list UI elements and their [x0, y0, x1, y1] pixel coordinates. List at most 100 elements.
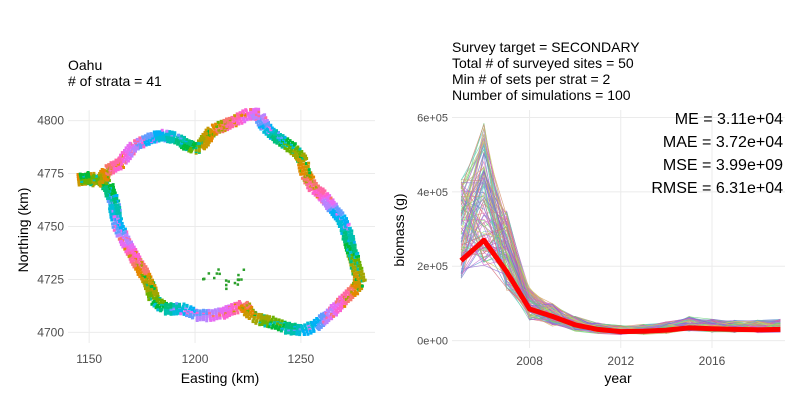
strata-cell: [275, 322, 279, 326]
strata-cell: [267, 320, 270, 324]
strata-cell: [356, 274, 360, 278]
strata-cell: [266, 322, 270, 326]
strata-cell: [279, 136, 283, 139]
strata-cell: [254, 116, 258, 120]
strata-cell: [171, 138, 175, 142]
strata-cell: [360, 284, 364, 288]
strata-cell: [76, 173, 80, 176]
strata-cell: [125, 243, 129, 246]
strata-cell: [127, 255, 131, 259]
simulation-line: [460, 187, 781, 332]
strata-cell: [318, 196, 322, 200]
strata-cell: [335, 313, 338, 317]
map-x-axis-label: Easting (km): [181, 370, 260, 386]
strata-cell: [341, 211, 345, 215]
strata-cell: [185, 305, 189, 309]
strata-cell: [324, 319, 328, 323]
biomass-chart: Survey target = SECONDARY Total # of sur…: [391, 39, 785, 386]
strata-cell: [251, 113, 255, 116]
strata-cell: [242, 111, 246, 115]
strata-cell: [148, 285, 152, 289]
strata-cell: [155, 300, 159, 304]
strata-cell: [290, 329, 293, 333]
strata-cell: [302, 158, 306, 162]
strata-cell: [183, 135, 186, 139]
strata-cell: [138, 268, 142, 272]
strata-cell: [344, 298, 348, 301]
strata-cell: [190, 140, 194, 143]
strata-cell: [279, 141, 283, 145]
strata-cell: [104, 177, 108, 181]
strata-cell: [213, 308, 217, 312]
strata-cell: [207, 131, 211, 135]
strata-cell: [280, 145, 284, 149]
strata-cell: [111, 198, 115, 202]
strata-cell: [140, 277, 144, 281]
strata-cell: [134, 248, 138, 251]
strata-cell: [289, 332, 293, 336]
strata-cell: [254, 312, 257, 316]
strata-cell: [271, 315, 275, 319]
strata-cell: [307, 182, 311, 185]
strata-cell: [263, 324, 267, 328]
strata-cell: [115, 209, 119, 213]
strata-cell: [233, 114, 237, 118]
strata-cell: [290, 323, 294, 327]
strata-cell: [204, 138, 208, 142]
strata-cell: [154, 140, 158, 144]
strata-cell: [206, 126, 210, 130]
strata-cell: [362, 275, 366, 279]
strata-cell: [303, 162, 307, 166]
strata-cell: [274, 318, 278, 322]
strata-cell: [147, 279, 151, 283]
strata-cell: [302, 333, 306, 336]
map-tick-labels: 1150 1200 1250 4700 4725 4750 4775 4800: [37, 114, 314, 366]
strata-cell: [236, 121, 240, 125]
map-y-tick-label: 4750: [37, 220, 64, 234]
strata-cell: [179, 310, 183, 314]
interior-strata-cell: [217, 268, 220, 271]
strata-cell: [118, 208, 122, 212]
strata-cell: [109, 212, 113, 216]
interior-strata-cell: [227, 280, 230, 283]
strata-cell: [288, 139, 292, 143]
strata-cell: [170, 130, 174, 134]
strata-cell: [134, 260, 138, 264]
strata-cell: [108, 202, 112, 206]
strata-cell: [344, 293, 348, 297]
strata-cell: [100, 168, 104, 171]
strata-cell: [231, 307, 235, 311]
strata-cell: [116, 206, 120, 210]
interior-strata-cell: [203, 277, 206, 281]
strata-cell: [150, 288, 154, 292]
strata-cell: [245, 117, 249, 121]
strata-cell: [254, 110, 258, 113]
strata-cell: [278, 323, 282, 327]
strata-cell: [336, 310, 340, 314]
strata-cell: [203, 131, 207, 134]
strata-cell: [119, 226, 122, 230]
strata-cell: [111, 222, 115, 226]
strata-cell: [296, 145, 300, 149]
strata-cell: [198, 318, 202, 322]
strata-cell: [131, 151, 135, 155]
strata-cell: [145, 138, 149, 142]
strata-cell: [113, 200, 117, 204]
strata-cell: [224, 125, 228, 128]
strata-cell: [138, 271, 142, 275]
strata-cell: [156, 135, 160, 138]
strata-cell: [148, 297, 152, 301]
strata-cell: [111, 225, 115, 229]
strata-cell: [231, 305, 234, 309]
strata-cell: [331, 198, 335, 202]
strata-cell: [319, 325, 323, 329]
strata-cell: [254, 114, 258, 118]
strata-cell: [358, 260, 362, 264]
strata-cell: [118, 219, 121, 223]
strata-cell: [283, 140, 287, 144]
strata-cell: [307, 185, 311, 189]
interior-strata-cell: [236, 283, 240, 286]
strata-cell: [352, 278, 356, 282]
strata-cell: [99, 169, 103, 173]
strata-cell: [282, 323, 286, 327]
